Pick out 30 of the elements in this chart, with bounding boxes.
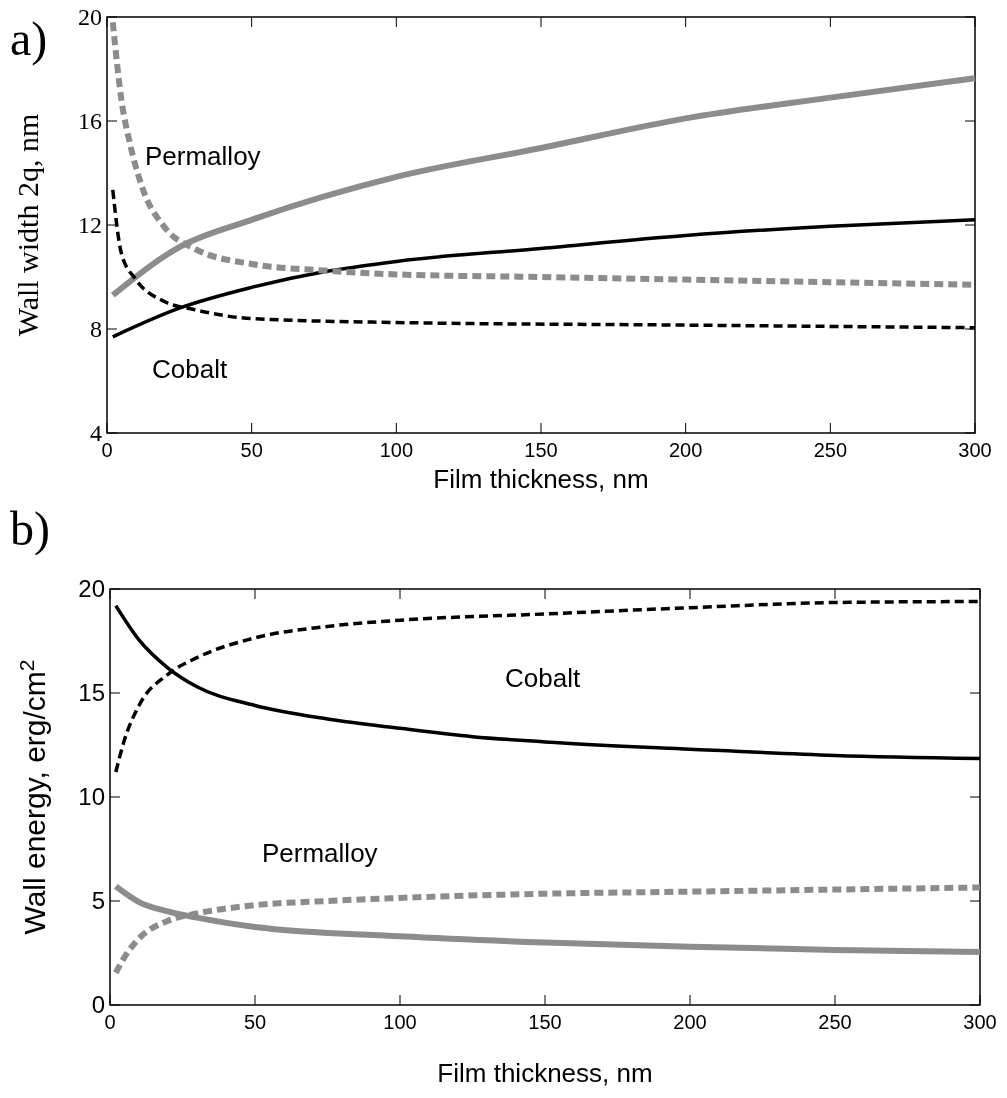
y-tick-label: 20 bbox=[78, 575, 105, 602]
x-tick-label: 200 bbox=[673, 1011, 707, 1033]
chart-title: a) bbox=[10, 12, 48, 66]
chart-title: b) bbox=[10, 502, 50, 556]
y-tick-label: 4 bbox=[90, 420, 102, 446]
x-tick-label: 50 bbox=[243, 1011, 267, 1033]
y-tick-label: 8 bbox=[90, 316, 102, 342]
x-tick-label: 250 bbox=[818, 1011, 852, 1033]
y-tick-label: 15 bbox=[78, 679, 105, 706]
annotation: Permalloy bbox=[145, 141, 261, 171]
x-tick-label: 150 bbox=[528, 1011, 562, 1033]
x-tick-label: 100 bbox=[383, 1011, 417, 1033]
x-tick-label: 250 bbox=[813, 439, 848, 461]
y-tick-label: 12 bbox=[78, 212, 102, 238]
x-tick-label: 50 bbox=[240, 439, 263, 461]
y-tick-label: 10 bbox=[78, 783, 105, 810]
x-tick-label: 300 bbox=[963, 1011, 997, 1033]
y-tick-label: 20 bbox=[78, 4, 102, 30]
y-tick-label: 16 bbox=[78, 108, 102, 134]
x-axis-title: Film thickness, nm bbox=[437, 1058, 653, 1088]
x-tick-label: 200 bbox=[668, 439, 703, 461]
annotation: Cobalt bbox=[505, 663, 581, 693]
annotation: Permalloy bbox=[262, 838, 378, 868]
annotation: Cobalt bbox=[152, 354, 228, 384]
y-tick-label: 5 bbox=[91, 887, 105, 914]
y-axis-title: Wall width 2q, nm bbox=[11, 113, 44, 337]
x-tick-label: 300 bbox=[958, 439, 992, 461]
x-tick-label: 100 bbox=[379, 439, 414, 461]
x-axis-title: Film thickness, nm bbox=[433, 464, 649, 494]
x-tick-label: 150 bbox=[524, 439, 558, 461]
